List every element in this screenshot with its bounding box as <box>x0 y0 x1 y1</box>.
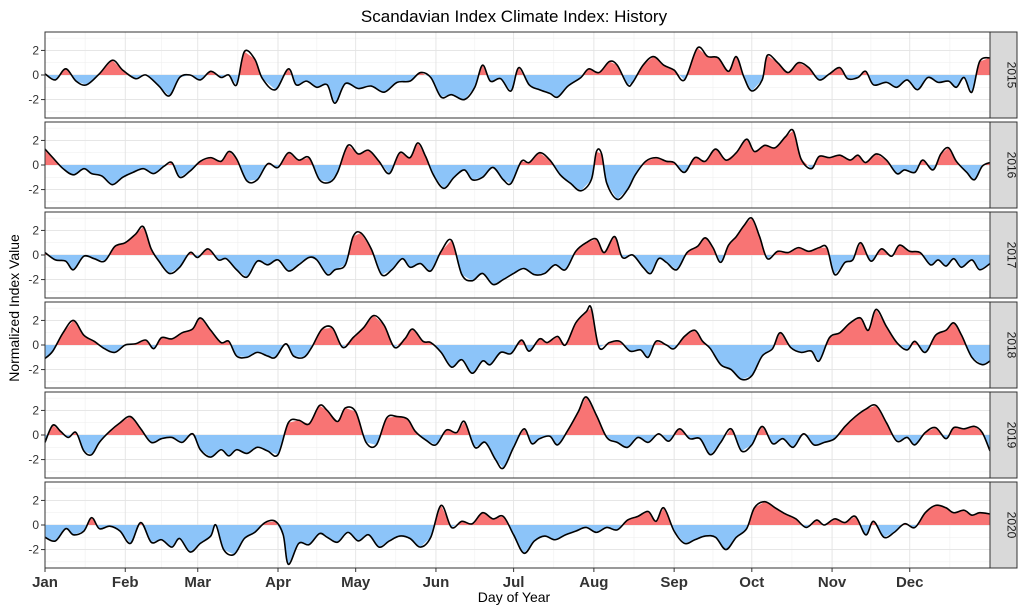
series-line-2019 <box>44 396 991 470</box>
x-tick-label: Sep <box>660 574 688 591</box>
facet-strip-label: 2016 <box>1005 152 1019 179</box>
y-tick-label: 0 <box>32 338 39 352</box>
y-axis-title: Normalized Index Value <box>6 234 22 382</box>
x-tick-label: May <box>341 574 371 591</box>
positive-area-2019 <box>45 396 990 435</box>
y-tick-label: 2 <box>32 403 39 417</box>
series-line-2017 <box>44 217 991 286</box>
x-axis: Jan Feb Mar Apr May Jun Jul Aug Sep Oct Nov Dec <box>32 568 924 591</box>
x-tick-label: Jul <box>503 574 525 591</box>
x-axis-title: Day of Year <box>478 589 551 605</box>
facet-strip-2015 <box>989 31 1018 119</box>
panel-2020: 2 0 -2 2020 <box>28 481 1019 569</box>
y-tick-label: 0 <box>32 158 39 172</box>
panel-2016: 2 0 -2 2016 <box>28 121 1019 209</box>
negative-area-2016 <box>45 165 990 200</box>
y-tick-label: 0 <box>32 68 39 82</box>
y-tick-label: -2 <box>28 543 39 557</box>
facet-panels: 2 0 -2 2015 2 0 -2 2016 2 0 -2 2017 2 0 -2 2018 2 0 -2 2019… <box>28 31 1019 569</box>
y-tick-label: 0 <box>32 248 39 262</box>
x-tick-label: Aug <box>579 574 608 591</box>
x-tick-label: Dec <box>896 574 924 591</box>
y-tick-label: 0 <box>32 518 39 532</box>
facet-strip-label: 2019 <box>1005 422 1019 449</box>
x-tick-label: Oct <box>739 574 764 591</box>
facet-strip-label: 2018 <box>1005 332 1019 359</box>
positive-area-2020 <box>45 501 990 525</box>
y-tick-label: -2 <box>28 183 39 197</box>
y-tick-label: -2 <box>28 363 39 377</box>
series-line-2018 <box>44 305 991 381</box>
chart-title: Scandavian Index Climate Index: History <box>361 7 668 26</box>
negative-area-2018 <box>45 345 990 380</box>
panel-2018: 2 0 -2 2018 <box>28 301 1019 389</box>
panel-2017: 2 0 -2 2017 <box>28 211 1019 299</box>
x-tick-label: Apr <box>265 574 291 591</box>
x-tick-label: Jan <box>32 574 58 591</box>
facet-strip-2019 <box>989 391 1018 479</box>
facet-strip-label: 2017 <box>1005 242 1019 269</box>
y-tick-label: 2 <box>32 493 39 507</box>
x-tick-label: Mar <box>184 574 211 591</box>
x-tick-label: Nov <box>818 574 847 591</box>
y-tick-label: -2 <box>28 93 39 107</box>
facet-strip-2016 <box>989 121 1018 209</box>
facet-strip-label: 2020 <box>1005 512 1019 539</box>
y-tick-label: -2 <box>28 453 39 467</box>
y-tick-label: 0 <box>32 428 39 442</box>
positive-area-2017 <box>45 218 990 255</box>
facet-strip-2018 <box>989 301 1018 389</box>
x-tick-label: Feb <box>112 574 139 591</box>
y-tick-label: 2 <box>32 43 39 57</box>
y-tick-label: 2 <box>32 133 39 147</box>
facet-strip-2020 <box>989 481 1018 569</box>
negative-area-2020 <box>45 525 990 565</box>
series-line-2020 <box>44 500 991 566</box>
y-tick-label: 2 <box>32 313 39 327</box>
x-tick-label: Jun <box>423 574 450 591</box>
facet-strip-2017 <box>989 211 1018 299</box>
panel-2015: 2 0 -2 2015 <box>28 31 1019 119</box>
y-tick-label: -2 <box>28 273 39 287</box>
y-tick-label: 2 <box>32 223 39 237</box>
positive-area-2016 <box>45 130 990 165</box>
facet-strip-label: 2015 <box>1005 62 1019 89</box>
series-line-2016 <box>44 128 991 201</box>
series-line-2015 <box>44 46 991 105</box>
negative-area-2015 <box>45 75 990 104</box>
panel-2019: 2 0 -2 2019 <box>28 391 1019 479</box>
